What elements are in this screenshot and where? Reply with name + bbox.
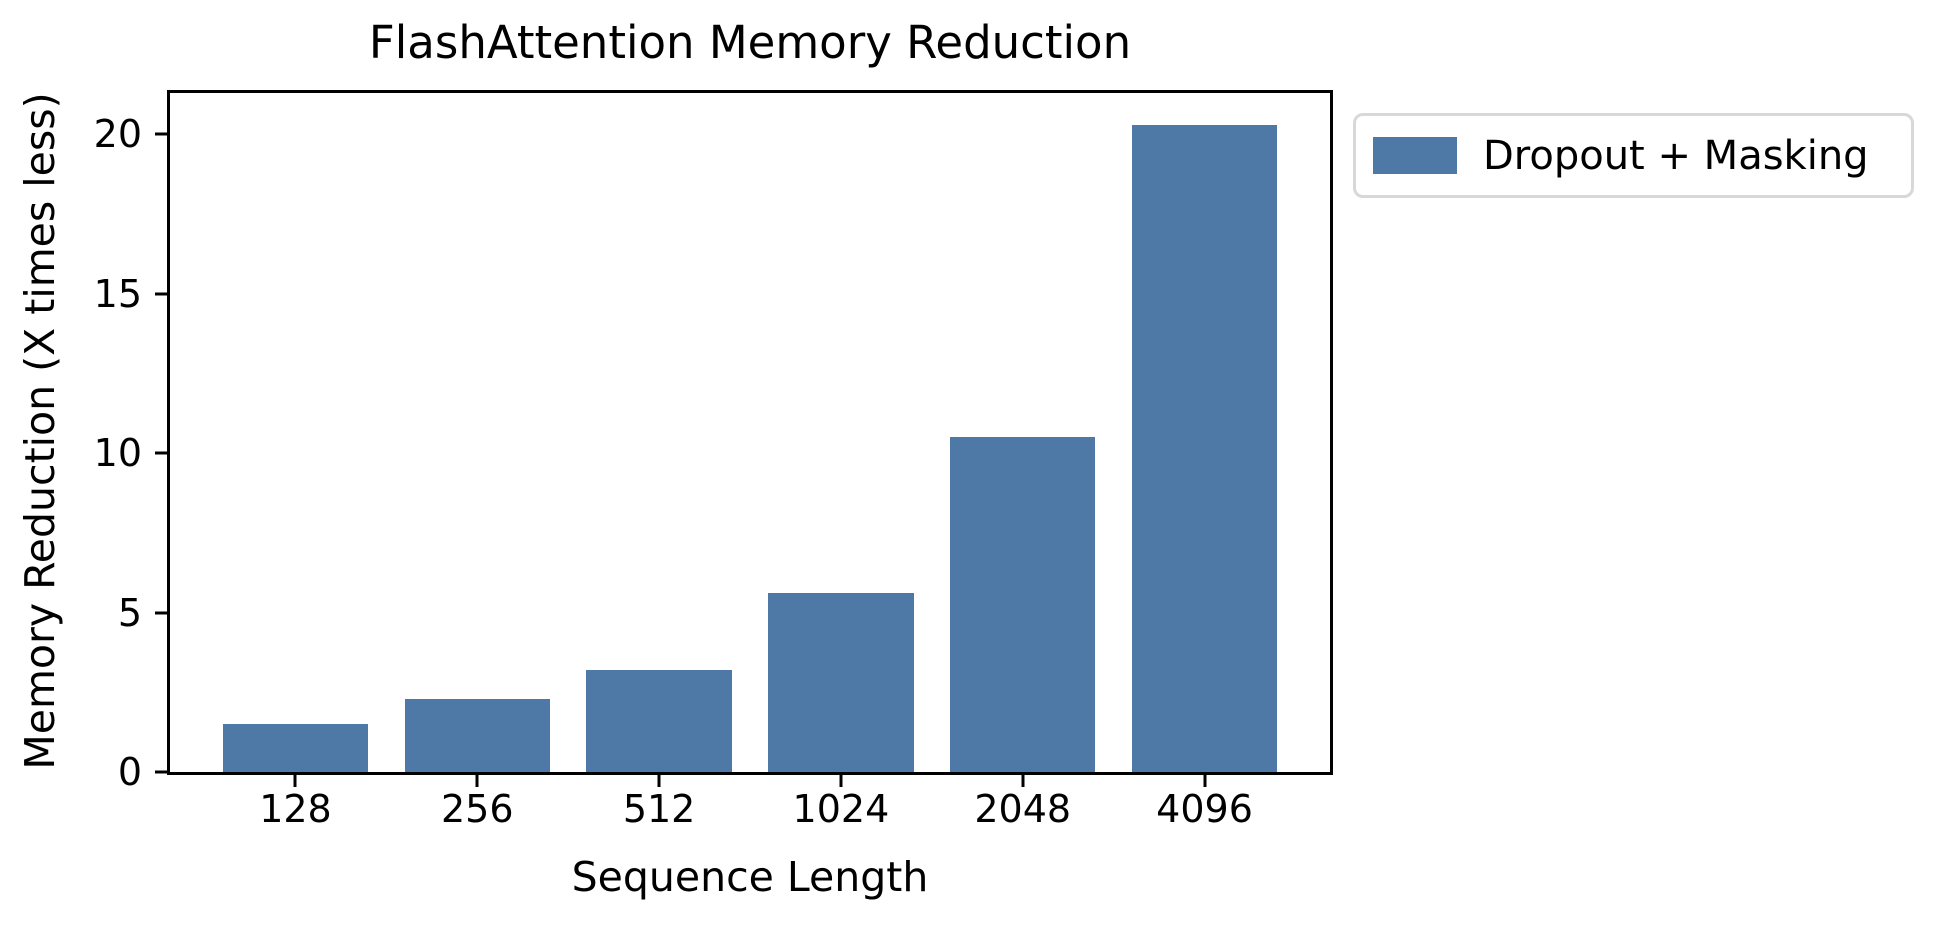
legend-label: Dropout + Masking [1483,132,1869,179]
y-axis-label: Memory Reduction (X times less) [16,92,64,770]
y-tick-0 [155,770,167,774]
y-tick-label-10: 10 [93,431,142,476]
x-tick-512 [657,775,661,787]
x-tick-1024 [839,775,843,787]
y-tick-15 [155,292,167,296]
y-tick-10 [155,451,167,455]
y-tick-20 [155,132,167,136]
y-tick-label-15: 15 [93,271,142,316]
x-tick-label-1024: 1024 [792,787,890,831]
x-tick-2048 [1021,775,1025,787]
legend-swatch [1373,137,1457,174]
bar-256 [404,698,550,772]
bar-4096 [1131,124,1278,772]
bar-128 [222,724,369,772]
x-tick-label-512: 512 [622,787,696,831]
plot-area: 128 256 512 1024 2048 4096 0 5 10 15 20 [94,90,1333,828]
x-axis-label: Sequence Length [571,853,929,901]
chart-title: FlashAttention Memory Reduction [368,16,1132,69]
y-tick-label-20: 20 [93,112,142,157]
x-tick-label-128: 128 [259,787,332,831]
x-tick-label-4096: 4096 [1156,787,1253,831]
legend: Dropout + Masking [1353,113,1914,198]
y-tick-5 [155,611,167,615]
bar-2048 [950,437,1096,772]
x-tick-256 [475,775,479,787]
bar-512 [586,670,732,772]
x-tick-label-2048: 2048 [974,787,1072,831]
x-tick-label-256: 256 [441,787,514,831]
y-tick-label-5: 5 [117,590,142,635]
y-tick-label-0: 0 [117,750,142,794]
x-tick-4096 [1203,775,1207,787]
bar-1024 [768,593,914,772]
x-tick-128 [293,775,297,787]
